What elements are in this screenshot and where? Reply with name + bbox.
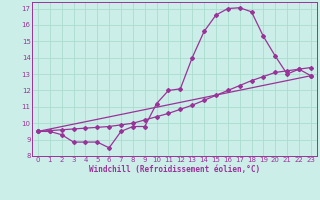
X-axis label: Windchill (Refroidissement éolien,°C): Windchill (Refroidissement éolien,°C): [89, 165, 260, 174]
